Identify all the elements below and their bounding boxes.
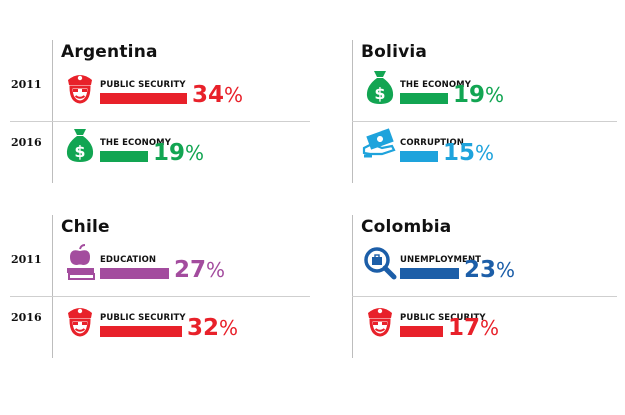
svg-text:$: $ — [374, 84, 385, 103]
value-label: 15% — [443, 140, 495, 166]
panel-divider — [352, 215, 353, 358]
row-divider — [352, 121, 617, 122]
police-cap-icon — [362, 301, 398, 341]
value-label: 19% — [153, 140, 205, 166]
issue-label: PUBLIC SECURITY — [100, 313, 186, 323]
issue-label: CORRUPTION — [400, 138, 464, 148]
bar — [400, 151, 438, 162]
country-heading: Bolivia — [361, 42, 428, 62]
panel-divider — [352, 40, 353, 183]
year-label: 2011 — [11, 78, 42, 91]
value-label: 17% — [448, 315, 500, 341]
issue-label: THE ECONOMY — [100, 138, 172, 148]
country-heading: Argentina — [61, 42, 158, 62]
value-label: 27% — [174, 257, 226, 283]
police-cap-icon — [62, 68, 98, 108]
panel-divider — [52, 215, 53, 358]
money-bag-icon: $ — [362, 68, 398, 108]
year-label: 2016 — [11, 311, 42, 324]
issue-label: PUBLIC SECURITY — [400, 313, 486, 323]
bar — [100, 326, 182, 337]
issue-label: THE ECONOMY — [400, 80, 472, 90]
issue-label: EDUCATION — [100, 255, 157, 265]
row-divider — [10, 296, 310, 297]
apple-books-icon — [62, 243, 98, 283]
bar — [400, 268, 459, 279]
country-heading: Colombia — [361, 217, 452, 237]
police-cap-icon — [62, 301, 98, 341]
bribe-cash-icon — [362, 126, 398, 166]
row-divider — [10, 121, 310, 122]
year-label: 2011 — [11, 253, 42, 266]
money-bag-icon: $ — [62, 126, 98, 166]
issue-label: UNEMPLOYMENT — [400, 255, 482, 265]
panel-divider — [52, 40, 53, 183]
value-label: 19% — [453, 82, 505, 108]
value-label: 23% — [464, 257, 516, 283]
bar — [100, 268, 169, 279]
row-divider — [352, 296, 617, 297]
job-search-icon — [362, 243, 398, 283]
year-label: 2016 — [11, 136, 42, 149]
issue-label: PUBLIC SECURITY — [100, 80, 186, 90]
value-label: 32% — [187, 315, 239, 341]
country-heading: Chile — [61, 217, 110, 237]
bar — [400, 326, 443, 337]
value-label: 34% — [192, 82, 244, 108]
svg-text:$: $ — [74, 142, 85, 161]
bar — [100, 93, 187, 104]
bar — [400, 93, 448, 104]
bar — [100, 151, 148, 162]
